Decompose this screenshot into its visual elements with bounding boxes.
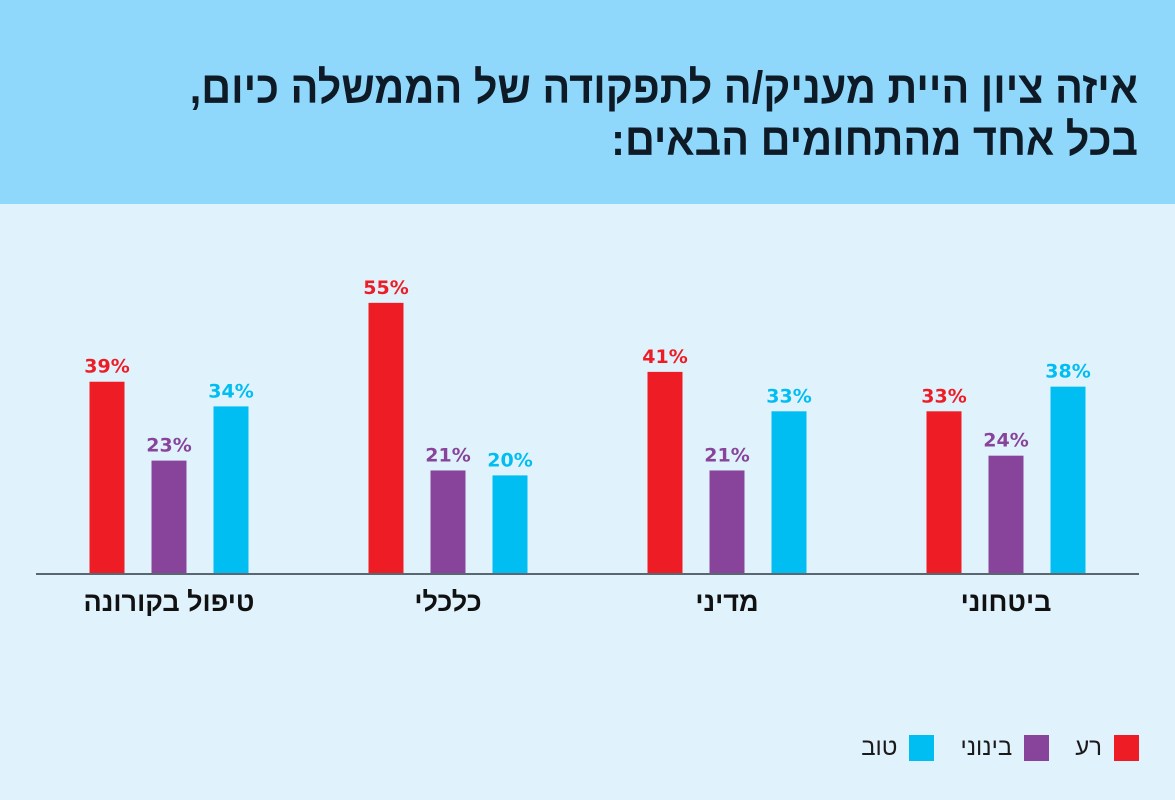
legend-item-bad: רע — [1075, 734, 1139, 762]
bar-bad — [368, 302, 404, 574]
bar-good — [492, 475, 528, 574]
legend-item-good: טוב — [861, 734, 935, 762]
legend-swatch-good — [909, 735, 935, 761]
bar-bad — [89, 381, 125, 574]
bar-medium — [988, 455, 1024, 574]
title-line-1: איזה ציון היית מעניק/ה לתפקודה של הממשלה… — [189, 62, 1138, 113]
data-label-good: 34% — [208, 380, 253, 402]
bar-chart: 39% 23% 34% טיפול בקורונה 55% 21% 20% כלכלי 41% 2… — [36, 277, 1139, 617]
bar-good — [213, 406, 249, 574]
data-label-bad: 55% — [363, 277, 408, 299]
legend-swatch-medium — [1024, 735, 1050, 761]
category-label: מדיני — [695, 587, 758, 617]
legend-label-medium: בינוני — [960, 734, 1013, 761]
legend-item-medium: בינוני — [960, 734, 1050, 762]
category-label: כלכלי — [414, 587, 481, 617]
title-line-2: בכל אחד מהתחומים הבאים: — [611, 114, 1138, 165]
data-label-medium: 21% — [425, 444, 470, 466]
legend: טוב בינוני רע — [835, 734, 1139, 762]
data-label-medium: 21% — [704, 444, 749, 466]
data-label-bad: 41% — [642, 346, 687, 368]
bar-bad — [647, 371, 683, 574]
legend-label-bad: רע — [1075, 734, 1102, 761]
data-label-bad: 39% — [84, 356, 129, 378]
legend-label-good: טוב — [861, 734, 898, 761]
bar-medium — [709, 470, 745, 574]
chart-title: איזה ציון היית מעניק/ה לתפקודה של הממשלה… — [117, 62, 1138, 166]
bar-medium — [151, 460, 187, 574]
data-label-medium: 24% — [983, 430, 1028, 452]
bar-medium — [430, 470, 466, 574]
header-banner: איזה ציון היית מעניק/ה לתפקודה של הממשלה… — [0, 0, 1175, 204]
category-label: טיפול בקורונה — [83, 587, 254, 617]
bar-good — [771, 411, 807, 574]
data-label-good: 33% — [766, 385, 811, 407]
data-label-good: 38% — [1045, 361, 1090, 383]
category-label: ביטחוני — [961, 587, 1052, 617]
bar-good — [1050, 386, 1086, 574]
legend-swatch-bad — [1114, 735, 1139, 761]
bar-bad — [926, 411, 962, 574]
data-label-medium: 23% — [146, 435, 191, 457]
data-label-bad: 33% — [921, 385, 966, 407]
data-label-good: 20% — [487, 449, 532, 471]
